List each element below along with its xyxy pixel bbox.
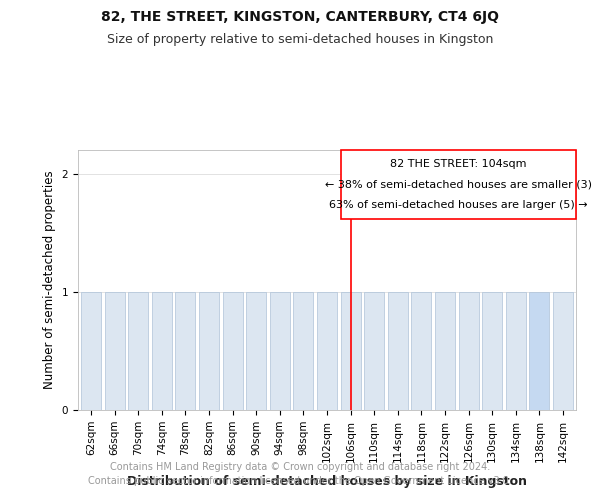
Text: Contains HM Land Registry data © Crown copyright and database right 2024.
Contai: Contains HM Land Registry data © Crown c… — [88, 462, 512, 486]
Bar — [529, 292, 550, 410]
Text: ← 38% of semi-detached houses are smaller (3): ← 38% of semi-detached houses are smalle… — [325, 180, 592, 190]
Bar — [482, 292, 502, 410]
Text: 82 THE STREET: 104sqm: 82 THE STREET: 104sqm — [391, 158, 527, 168]
Bar — [364, 292, 384, 410]
Bar — [199, 292, 219, 410]
Bar — [128, 292, 148, 410]
Bar — [175, 292, 196, 410]
Bar — [81, 292, 101, 410]
Bar — [341, 292, 361, 410]
Y-axis label: Number of semi-detached properties: Number of semi-detached properties — [43, 170, 56, 390]
Bar — [317, 292, 337, 410]
Bar — [270, 292, 290, 410]
Text: 82, THE STREET, KINGSTON, CANTERBURY, CT4 6JQ: 82, THE STREET, KINGSTON, CANTERBURY, CT… — [101, 10, 499, 24]
Text: 63% of semi-detached houses are larger (5) →: 63% of semi-detached houses are larger (… — [329, 200, 588, 210]
Bar — [388, 292, 408, 410]
Bar — [506, 292, 526, 410]
Bar — [458, 292, 479, 410]
Text: Size of property relative to semi-detached houses in Kingston: Size of property relative to semi-detach… — [107, 32, 493, 46]
Bar — [435, 292, 455, 410]
Bar — [152, 292, 172, 410]
Bar — [553, 292, 573, 410]
Bar — [104, 292, 125, 410]
Bar — [293, 292, 313, 410]
Bar — [223, 292, 242, 410]
Bar — [412, 292, 431, 410]
Text: Distribution of semi-detached houses by size in Kingston: Distribution of semi-detached houses by … — [127, 474, 527, 488]
Bar — [246, 292, 266, 410]
